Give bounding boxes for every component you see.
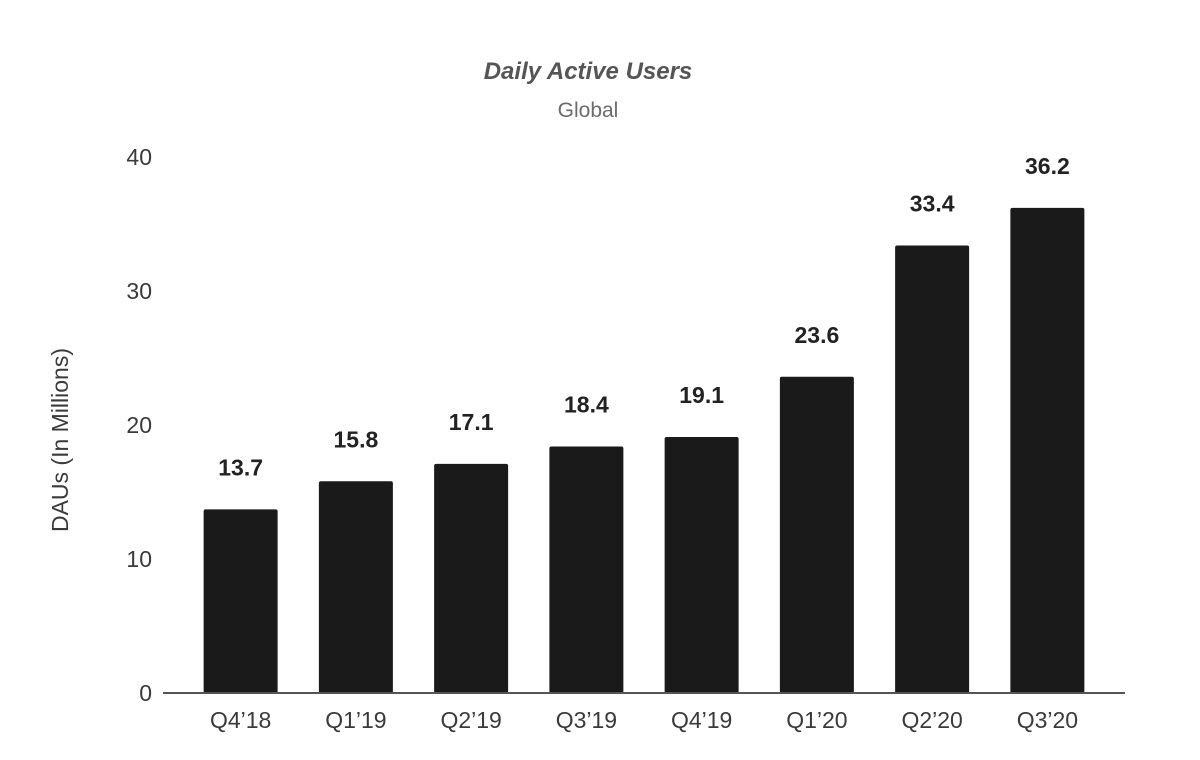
chart-title: Daily Active Users [484,58,693,85]
x-tick-label: Q3’20 [1017,707,1078,733]
y-tick-label: 0 [139,680,152,706]
bar [895,245,970,693]
x-tick-label: Q1’20 [786,707,847,733]
bar [318,481,393,693]
bar [549,446,624,693]
bar [664,437,739,693]
data-label: 17.1 [449,409,494,435]
data-label: 36.2 [1025,153,1070,179]
x-tick-label: Q4’18 [210,707,271,733]
x-axis-ticks: Q4’18 Q1’19 Q2’19 Q3’19 Q4’19 Q1’20 Q2’20 Q3’20 [210,707,1078,733]
x-tick-label: Q2’19 [440,707,501,733]
data-label: 33.4 [910,190,955,216]
data-label: 15.8 [333,426,378,452]
data-label: 18.4 [564,391,609,417]
x-tick-label: Q3’19 [556,707,617,733]
data-labels: 13.7 15.8 17.1 18.4 19.1 23.6 33.4 36.2 [218,153,1070,481]
data-label: 13.7 [218,454,263,480]
y-axis-ticks: 0 10 20 30 40 [126,144,152,706]
y-tick-label: 30 [126,278,152,304]
data-label: 19.1 [679,382,724,408]
x-tick-label: Q2’20 [901,707,962,733]
chart-subtitle: Global [558,99,619,122]
bars [203,207,1085,694]
y-tick-label: 10 [126,546,152,572]
bar [1010,207,1085,694]
bar [434,463,509,693]
y-axis-label: DAUs (In Millions) [47,348,73,532]
data-label: 23.6 [794,322,839,348]
bar [779,376,854,693]
bar [203,509,278,693]
y-tick-label: 40 [126,144,152,170]
x-tick-label: Q1’19 [325,707,386,733]
y-tick-label: 20 [126,412,152,438]
x-tick-label: Q4’19 [671,707,732,733]
